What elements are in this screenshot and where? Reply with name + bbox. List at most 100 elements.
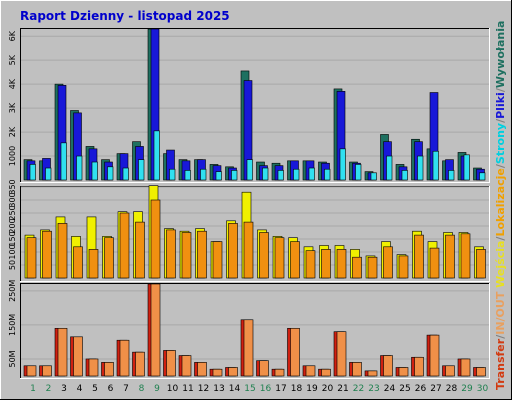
y-tick-label: 5K [8, 54, 17, 65]
bar-sites [259, 232, 269, 279]
bar-kbytes-inout [197, 362, 207, 377]
legend-segment: / [494, 118, 507, 123]
bar-kbytes-inout [228, 367, 238, 377]
bar-sites [73, 246, 83, 279]
bar-pages [153, 130, 160, 181]
day-label: 11 [182, 384, 193, 394]
legend-segment: / [494, 236, 507, 241]
day-label: 8 [139, 384, 145, 394]
y-tick-label: 100 [8, 244, 17, 259]
y-tick-label: 1000 [8, 146, 17, 166]
bar-sites [42, 230, 52, 279]
bar-pages [122, 167, 129, 181]
legend-segment: Lokalizacje [494, 168, 507, 236]
legend-segment: / [494, 334, 507, 339]
right-legend: Transfer/IN/OUT Wejścia/Lokalizacje/Stro… [494, 21, 507, 390]
bar-kbytes-inout [166, 350, 176, 377]
bar-sites [352, 256, 362, 279]
bar-pages [231, 170, 238, 181]
bar-kbytes-inout [243, 319, 254, 377]
bar-sites [305, 250, 316, 279]
day-label: 14 [229, 384, 241, 394]
bar-sites [336, 249, 347, 279]
day-label: 6 [108, 384, 114, 394]
day-label: 9 [154, 384, 160, 394]
bar-sites [228, 223, 238, 279]
bar-sites [119, 212, 130, 279]
legend-segment: / [494, 163, 507, 168]
legend-segment: Transfer [494, 338, 507, 390]
bar-sites [321, 249, 331, 279]
bar-pages [60, 142, 67, 181]
grid-layer [21, 35, 489, 360]
bar-kbytes-inout [383, 355, 393, 377]
bar-pages [355, 164, 362, 181]
bar-sites [367, 256, 378, 279]
y-tick-label: 50M [8, 350, 17, 367]
day-label: 12 [198, 384, 209, 394]
day-label: 17 [275, 384, 286, 394]
bar-pages [324, 168, 331, 181]
bar-kbytes-inout [321, 368, 331, 377]
legend-segment: Strony [494, 123, 507, 164]
bar-kbytes-inout [476, 367, 486, 377]
bar-kbytes-inout [414, 356, 424, 377]
bars-layer [23, 28, 486, 377]
bar-kbytes-inout [135, 351, 145, 377]
y-tick-label: 50 [8, 260, 17, 270]
bar-sites [104, 237, 114, 279]
bar-pages [138, 159, 145, 181]
legend-segment: Wywołania [494, 21, 507, 89]
day-label: 20 [322, 384, 334, 394]
bar-sites [88, 249, 99, 279]
y-tick-label: 3K [8, 102, 17, 113]
bar-kbytes-inout [305, 365, 316, 377]
bar-pages [401, 170, 408, 181]
bar-pages [45, 167, 52, 181]
bar-kbytes-inout [445, 365, 455, 377]
day-label: 7 [123, 384, 129, 394]
bar-sites [57, 223, 68, 279]
bar-kbytes-inout [150, 283, 161, 377]
bar-kbytes-inout [104, 362, 114, 377]
day-label: 26 [415, 384, 427, 394]
bar-pages [169, 168, 176, 181]
bar-kbytes-inout [259, 360, 269, 377]
day-label: 19 [306, 384, 318, 394]
bar-sites [26, 237, 37, 279]
bar-sites [181, 232, 192, 279]
day-label: 3 [61, 384, 67, 394]
bar-kbytes-inout [429, 334, 440, 377]
day-label: 18 [291, 384, 303, 394]
bar-sites [414, 234, 424, 279]
day-label: 21 [337, 384, 348, 394]
bar-pages [246, 159, 253, 181]
y-tick-label: 200 [8, 218, 17, 233]
bar-kbytes-inout [398, 367, 409, 377]
bar-sites [243, 221, 254, 279]
day-label: 5 [92, 384, 98, 394]
bar-kbytes-inout [26, 365, 37, 377]
bar-pages [386, 155, 393, 181]
bar-pages [463, 154, 470, 181]
y-tick-label: 4K [8, 78, 17, 89]
bar-kbytes-inout [73, 336, 83, 377]
bar-pages [339, 148, 346, 181]
bar-sites [274, 237, 285, 279]
day-labels: 1 2 3 4 5 6 7 8 9 10 11 12 13 14 15 16 17 18 19 20 21 22 23 24 2… [30, 384, 488, 394]
bar-sites [150, 199, 161, 279]
day-label: 30 [477, 384, 489, 394]
y-tick-label: 6K [8, 30, 17, 41]
legend-segment: Pliki [494, 92, 507, 119]
bar-kbytes-inout [119, 339, 130, 377]
bar-pages [29, 164, 36, 181]
bar-pages [215, 171, 222, 181]
y-tick-label: 150 [8, 231, 17, 246]
bar-pages [479, 172, 486, 181]
bar-sites [135, 221, 145, 279]
bar-sites [429, 247, 440, 279]
y-tick-label: 150M [8, 314, 17, 336]
